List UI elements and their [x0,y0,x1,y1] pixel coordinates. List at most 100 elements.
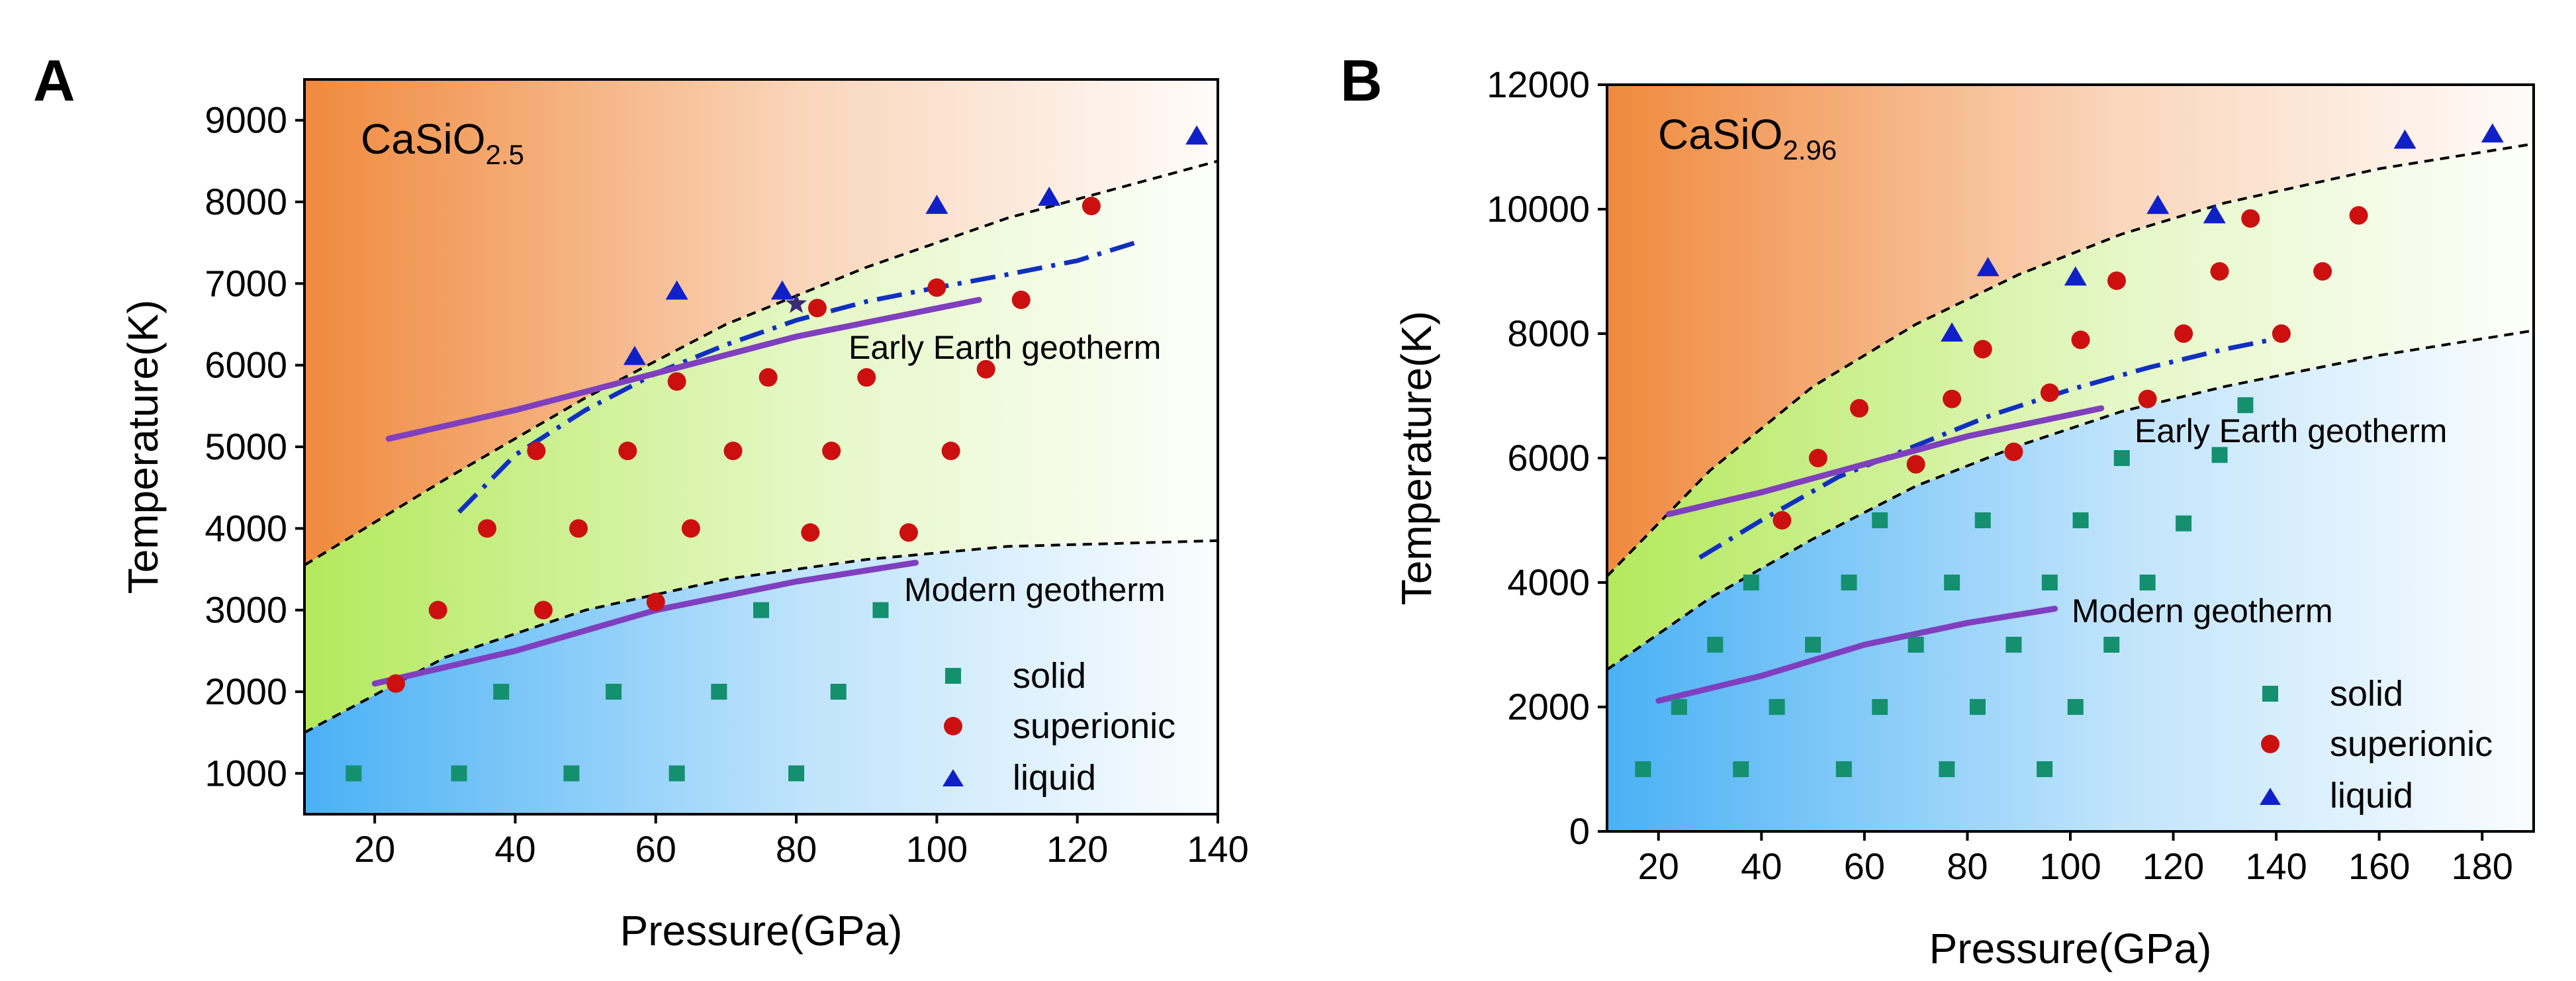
panel-a-superionic-point [533,600,553,620]
panel-b-y-tick-label: 12000 [1487,64,1590,105]
panel-b-solid-point [1908,637,1924,653]
panel-b-x-tick-label: 20 [1638,845,1679,887]
panel-b-solid-point [1841,575,1857,590]
panel-a-solid-point [830,684,847,700]
panel-a-x-tick-label: 140 [1187,828,1248,870]
panel-b-solid-point [2176,515,2192,532]
panel-a-fade-overlay [304,79,1218,814]
panel-a-superionic-point [618,442,637,461]
panel-a-regions [304,79,1218,814]
panel-b-x-tick-label: 60 [1844,845,1885,887]
panel-b-legend-solid-label: solid [2330,674,2403,714]
panel-b-superionic-point [2040,383,2059,402]
panel-a-y-tick-label: 4000 [205,507,287,549]
panel-b-solid-point [2037,761,2053,777]
panel-b-superionic-point [2071,330,2090,350]
panel-a-legend-superionic-label: superionic [1013,706,1175,746]
panel-b-y-axis-label: Temperature(K) [1393,311,1440,606]
panel-a-superionic-point [478,519,496,538]
panel-a-superionic-point [801,523,820,542]
panel-b-liquid-point [2064,266,2087,286]
panel-b-legend-superionic-swatch [2261,735,2279,753]
panel-a-solid-point [493,684,510,700]
panel-b-solid-point [1733,761,1749,777]
panel-b-liquid-point [2146,195,2170,214]
panel-b-label: B [1340,48,1383,113]
panel-b-legend-liquid-swatch [2260,788,2281,805]
panel-b-solid-point [2103,637,2120,653]
panel-b-x-tick-label: 40 [1741,845,1782,887]
panel-b-x-axis-label: Pressure(GPa) [1929,925,2212,972]
panel-b-liquid-point [1976,257,2000,277]
panel-a-solid-point [563,765,580,782]
panel-b-early-geotherm-label: Early Earth geotherm [2135,412,2447,449]
panel-b-superionic-point [2210,262,2229,281]
panel-a-x-tick-label: 20 [354,828,395,870]
panel-a-superionic-point [899,523,918,542]
panel-a-superionic-point [822,442,841,461]
panel-b-solid-point [2072,512,2089,528]
panel-a-superionic-point [1011,291,1031,309]
panel-b-legend-superionic-label: superionic [2330,724,2493,764]
panel-b-superionic-point [2241,209,2260,228]
panel-b-liquid-point [1941,322,1964,342]
panel-a-legend-solid-label: solid [1013,656,1086,696]
panel-a-y-tick-label: 3000 [205,589,287,631]
panel-b-y-tick-label: 6000 [1507,437,1590,479]
panel-a-markers [345,125,1209,782]
panel-a-legend-solid-swatch [945,668,961,684]
panel-a-liquid-point [1185,125,1209,145]
panel-b-superionic-point [1973,340,1992,359]
panel-a-label: A [33,48,75,113]
panel-a-y-tick-label: 8000 [205,181,287,222]
panel-a-solid-point [753,602,769,618]
panel-a-legend: solid superionic liquid [943,656,1175,798]
panel-b-melting-line [1698,334,2287,560]
panel-b-superionic-point [2107,271,2126,291]
panel-b-solid-point [1707,637,1724,653]
panel-b-legend-liquid-label: liquid [2330,776,2413,816]
panel-b-solid-point [2211,447,2228,463]
panel-a-superionic-point [646,592,665,612]
panel-b-superionic-point [1943,389,1962,408]
panel-b-liquid-point [2393,129,2416,149]
panel-b-solid-point [1671,699,1687,715]
panel-a-solid-point [668,765,685,782]
panel-a-y-axis-label: Temperature(K) [119,300,167,594]
panel-a-upper-boundary [304,160,1218,567]
panel-b-solid-point [1944,575,1960,590]
panel-b-solid-point [1872,512,1888,528]
panel-b-solid-point [1805,637,1821,653]
panel-b-solid-point [2005,637,2022,653]
panel-a-x-tick-label: 40 [494,828,535,870]
panel-b-modern-geotherm [1655,606,2058,704]
panel-b-superionic-point [2138,389,2157,408]
panel-b-liquid-point [2481,123,2504,143]
panel-a-superionic-point [569,519,588,538]
panel-a-superionic-point [723,442,743,461]
panel-a: A 20 40 60 80 100 120 140 1000 2000 3000 4000 5000 6… [33,48,1249,955]
panel-b-superionic-point [1906,455,1925,474]
panel-b-solid-point [1872,699,1888,715]
panel-a-y-tick-label: 1000 [205,752,287,794]
panel-a-solid-point [711,684,727,700]
panel-a-x-tick-label: 120 [1046,828,1108,870]
panel-b-legend: solid superionic liquid [2260,674,2493,816]
panel-a-liquid-point [623,346,646,365]
panel-b-superionic-point [2313,262,2332,281]
panel-b-markers [1635,123,2504,777]
panel-a-superionic-point [667,372,686,391]
panel-a-superionic-point [527,442,546,461]
panel-b: B 20 40 60 80 100 120 140 160 180 0 2000 4000 6000 80… [1340,48,2535,972]
panel-b-solid-point [2113,450,2130,466]
panel-a-superionic-point [387,674,405,693]
panel-b-x-tick-label: 100 [2039,845,2101,887]
panel-b-upper-boundary [1607,142,2534,577]
panel-b-regions [1607,85,2534,831]
panel-a-solid-point [606,684,622,700]
panel-b-superionic-point [2272,324,2291,343]
panel-b-superionic-point [2004,442,2023,461]
panel-a-melting-line [457,238,1142,514]
panel-b-solid-point [1970,699,1986,715]
panel-b-y-tick-label: 8000 [1507,312,1590,354]
